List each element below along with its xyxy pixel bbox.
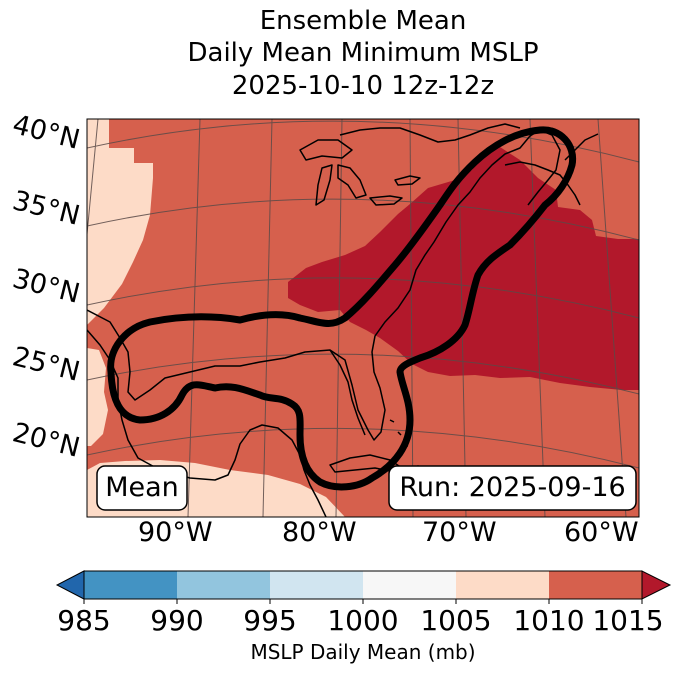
colorbar-segment-990-995 [177,571,270,599]
colorbar-segment-1010-1015 [549,571,642,599]
colorbar-segment-1005-1010 [456,571,549,599]
map-frame [86,118,640,518]
meridian-65w [529,119,546,517]
title-line-2: Daily Mean Minimum MSLP [187,38,539,68]
field-below-1005-core [288,147,639,390]
colorbar-label: MSLP Daily Mean (mb) [250,640,476,664]
colorbar-tick-marks [83,599,643,604]
mean-box [96,465,188,511]
meridian-60w [597,119,627,517]
lon-label-70w: 70°W [422,517,497,548]
colorbar-tick-985: 985 [57,604,111,637]
meridian-75w [409,119,414,517]
lon-label-80w: 80°W [282,517,357,548]
title-line-3: 2025-10-10 12z-12z [231,71,495,101]
colorbar-tick-1005: 1005 [420,604,492,637]
mean-box-text: Mean [105,472,179,503]
colorbar-tick-1000: 1000 [327,604,399,637]
mslp-contour-outline [107,126,577,491]
colorbar-extend-high [641,570,672,600]
colorbar-tick-995: 995 [243,604,297,637]
colorbar-tick-990: 990 [150,604,204,637]
colorbar [55,570,672,604]
meridian-70w [457,119,467,517]
field-1005-1010-west-2 [87,348,108,446]
colorbar-segment-1000-1005 [363,571,456,599]
parallel-35n [87,198,639,241]
run-box [388,465,637,511]
meridian-95w [87,119,99,240]
title-line-1: Ensemble Mean [259,6,467,36]
colorbar-tick-1010: 1010 [513,604,585,637]
colorbar-segment-995-1000 [270,571,363,599]
parallel-25n [87,353,639,395]
colorbar-tick-1015: 1015 [592,604,664,637]
parallel-30n [87,277,639,319]
colorbar-segment-985-990 [84,571,177,599]
parallel-20n [87,427,639,469]
map-field [87,119,639,517]
colorbar-extend-low [55,570,85,600]
lon-label-60w: 60°W [564,517,639,548]
field-1005-1010-west [87,119,153,325]
lon-label-90w: 90°W [138,517,213,548]
parallel-40n [87,120,639,163]
run-box-text: Run: 2025-09-16 [399,472,626,503]
